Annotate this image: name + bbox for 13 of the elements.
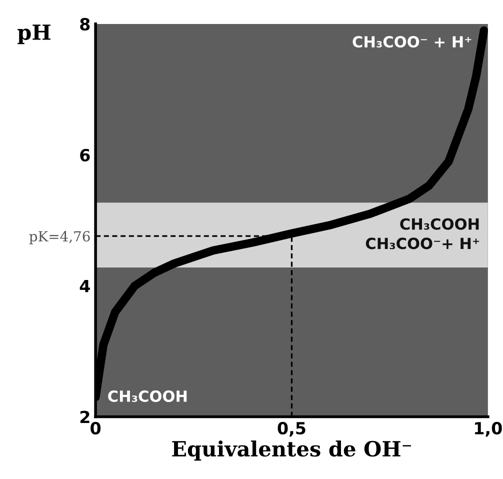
y-tick-label: 4 — [80, 280, 90, 292]
x-axis-title: Equivalentes de OH⁻ — [172, 440, 411, 461]
x-tick-label: 1,0 — [475, 422, 502, 437]
y-tick-label: 2 — [80, 410, 90, 424]
annotation: CH₃COOH — [108, 390, 187, 402]
y-axis-title: pH — [18, 24, 50, 44]
x-tick-label: 0 — [90, 422, 101, 434]
x-tick-label: 0,5 — [278, 422, 306, 437]
annotation: CH₃COO⁻ + H⁺ — [352, 36, 472, 48]
y-tick-label: pK=4,76 — [29, 231, 90, 244]
y-tick-label: 8 — [80, 18, 90, 31]
y-tick-label: 6 — [80, 148, 90, 162]
band-label: CH₃COOH CH₃COO⁻+ H⁺ — [366, 218, 480, 250]
